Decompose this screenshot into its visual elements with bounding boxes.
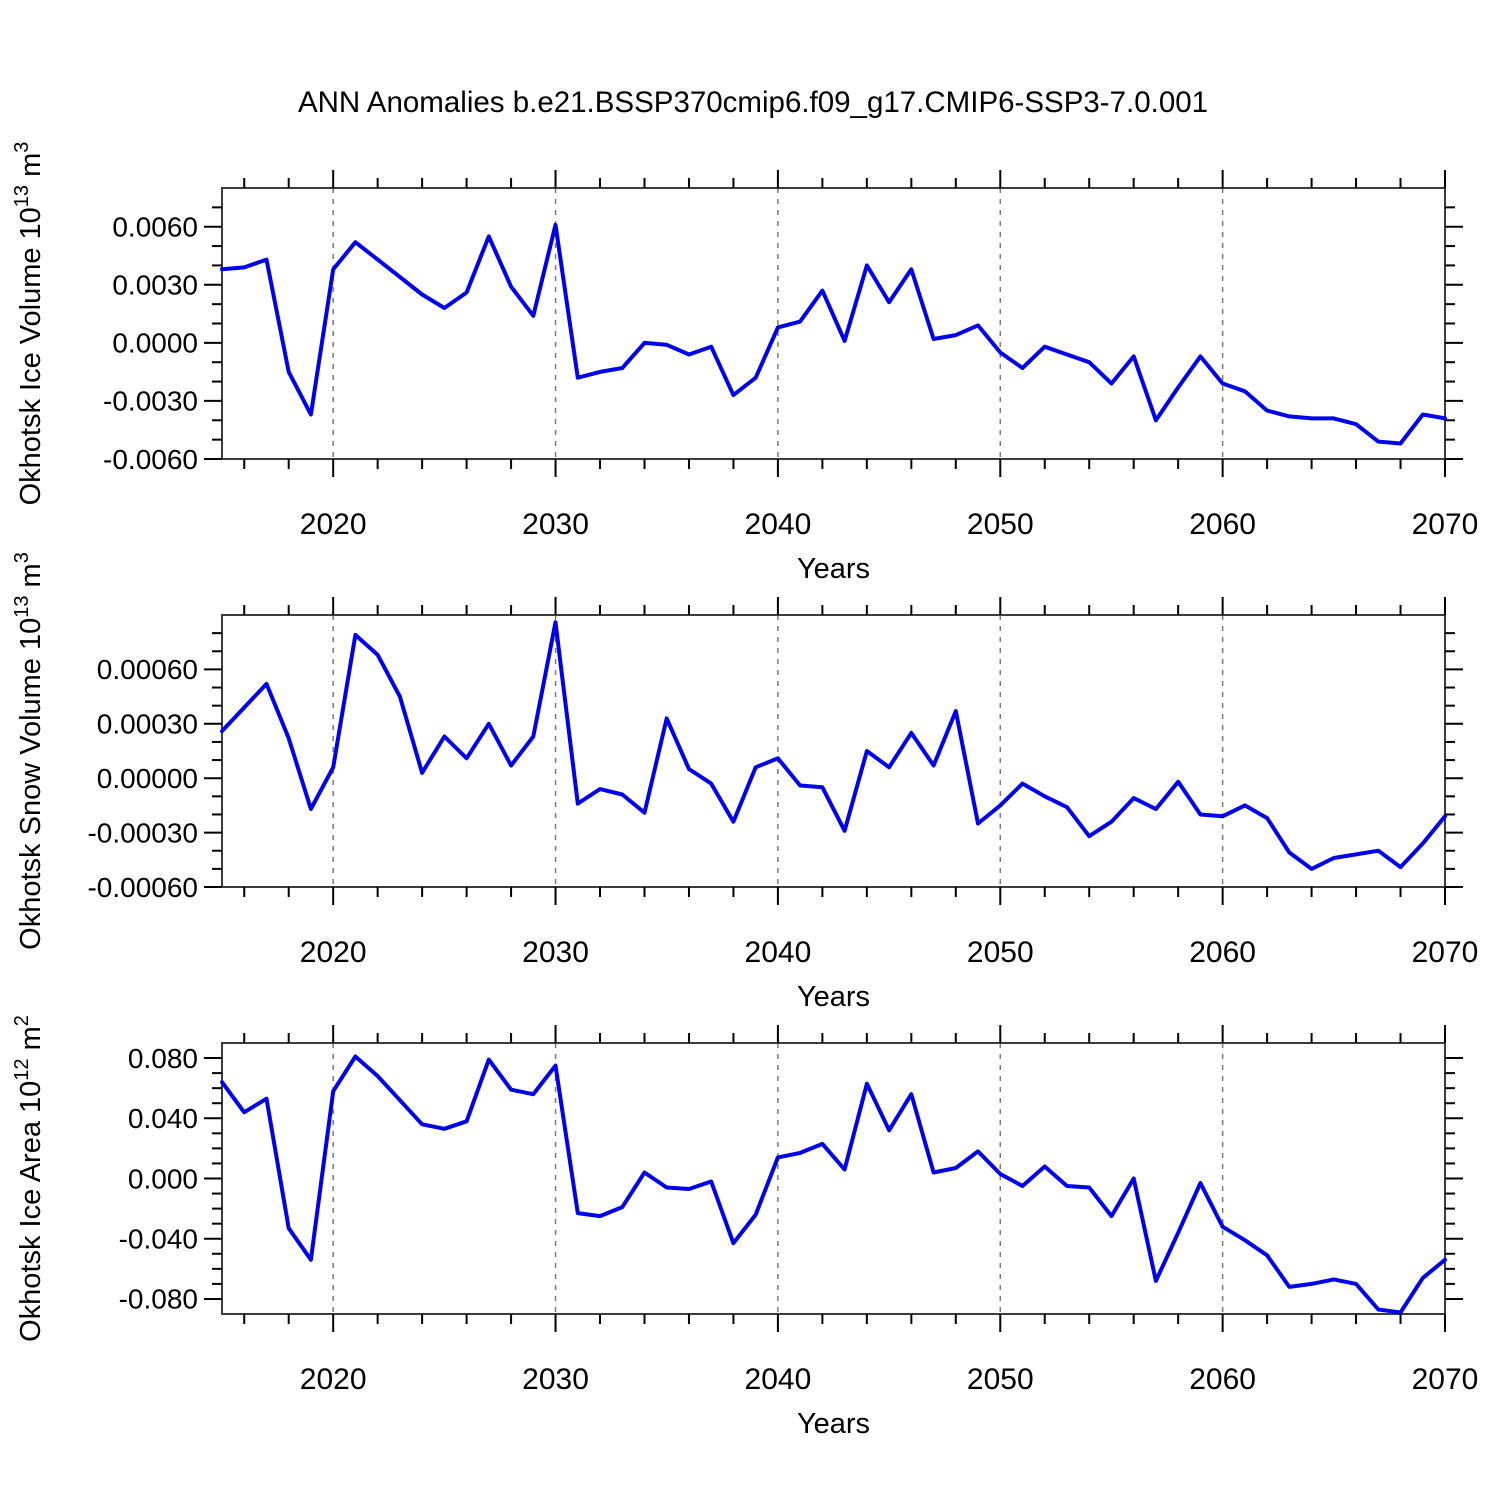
plot-frame <box>221 187 1446 460</box>
y-tick-label: 0.00000 <box>97 763 198 794</box>
x-tick-label: 2030 <box>522 508 589 541</box>
y-tick-label: 0.0000 <box>112 328 198 359</box>
series-line-snow-volume <box>220 620 1447 871</box>
x-tick-label: 2040 <box>745 508 812 541</box>
y-tick-label: 0.0030 <box>112 270 198 301</box>
y-tick-label: 0.00030 <box>97 709 198 740</box>
x-axis-title: Years <box>797 553 870 585</box>
y-tick-label: 0.0060 <box>112 212 198 243</box>
x-tick-label: 2040 <box>745 936 812 969</box>
x-tick-label: 2050 <box>967 508 1034 541</box>
y-tick-label: -0.0060 <box>103 444 198 475</box>
y-tick-label: 0.080 <box>128 1043 198 1074</box>
x-tick-label: 2060 <box>1189 508 1256 541</box>
plot-frame <box>221 614 1446 888</box>
panel-ice-volume: 0.0060 0.0030 0.0000 -0.0030 -0.0060 2020 2030… <box>11 142 1478 585</box>
y-tick-label: -0.00060 <box>87 872 198 903</box>
x-tick-label: 2050 <box>967 1363 1034 1396</box>
x-tick-label: 2050 <box>967 936 1034 969</box>
x-tick-label: 2070 <box>1412 1363 1479 1396</box>
x-tick-label: 2030 <box>522 1363 589 1396</box>
panel-ice-area: 0.080 0.040 0.000 -0.040 -0.080 2020 2030 2040 2… <box>11 1015 1478 1440</box>
y-tick-label: -0.040 <box>119 1224 198 1255</box>
x-tick-label: 2030 <box>522 936 589 969</box>
x-tick-label: 2020 <box>300 936 367 969</box>
x-tick-label: 2060 <box>1189 936 1256 969</box>
x-tick-label: 2020 <box>300 508 367 541</box>
y-axis-title: Okhotsk Ice Volume 1013 m3 <box>11 142 47 506</box>
y-tick-label: 0.000 <box>128 1163 198 1194</box>
x-axis-title: Years <box>797 1408 870 1440</box>
y-axis-title: Okhotsk Ice Area 1012 m2 <box>11 1015 47 1342</box>
y-tick-label: -0.0030 <box>103 386 198 417</box>
y-axis-title: Okhotsk Snow Volume 1013 m3 <box>11 552 47 950</box>
y-tick-label: -0.080 <box>119 1284 198 1315</box>
x-axis-title: Years <box>797 981 870 1013</box>
y-tick-label: 0.00060 <box>97 654 198 685</box>
y-tick-label: 0.040 <box>128 1103 198 1134</box>
x-tick-label: 2060 <box>1189 1363 1256 1396</box>
panel-snow-volume: 0.00060 0.00030 0.00000 -0.00030 -0.00060 202… <box>11 552 1478 1013</box>
series-line-ice-area <box>220 1054 1447 1315</box>
x-tick-label: 2070 <box>1412 508 1479 541</box>
x-tick-label: 2070 <box>1412 936 1479 969</box>
x-tick-label: 2020 <box>300 1363 367 1396</box>
y-tick-label: -0.00030 <box>87 817 198 848</box>
series-line-ice-volume <box>220 222 1447 446</box>
x-tick-label: 2040 <box>745 1363 812 1396</box>
figure-title: ANN Anomalies b.e21.BSSP370cmip6.f09_g17… <box>297 86 1209 119</box>
plot-frame <box>221 1042 1446 1315</box>
